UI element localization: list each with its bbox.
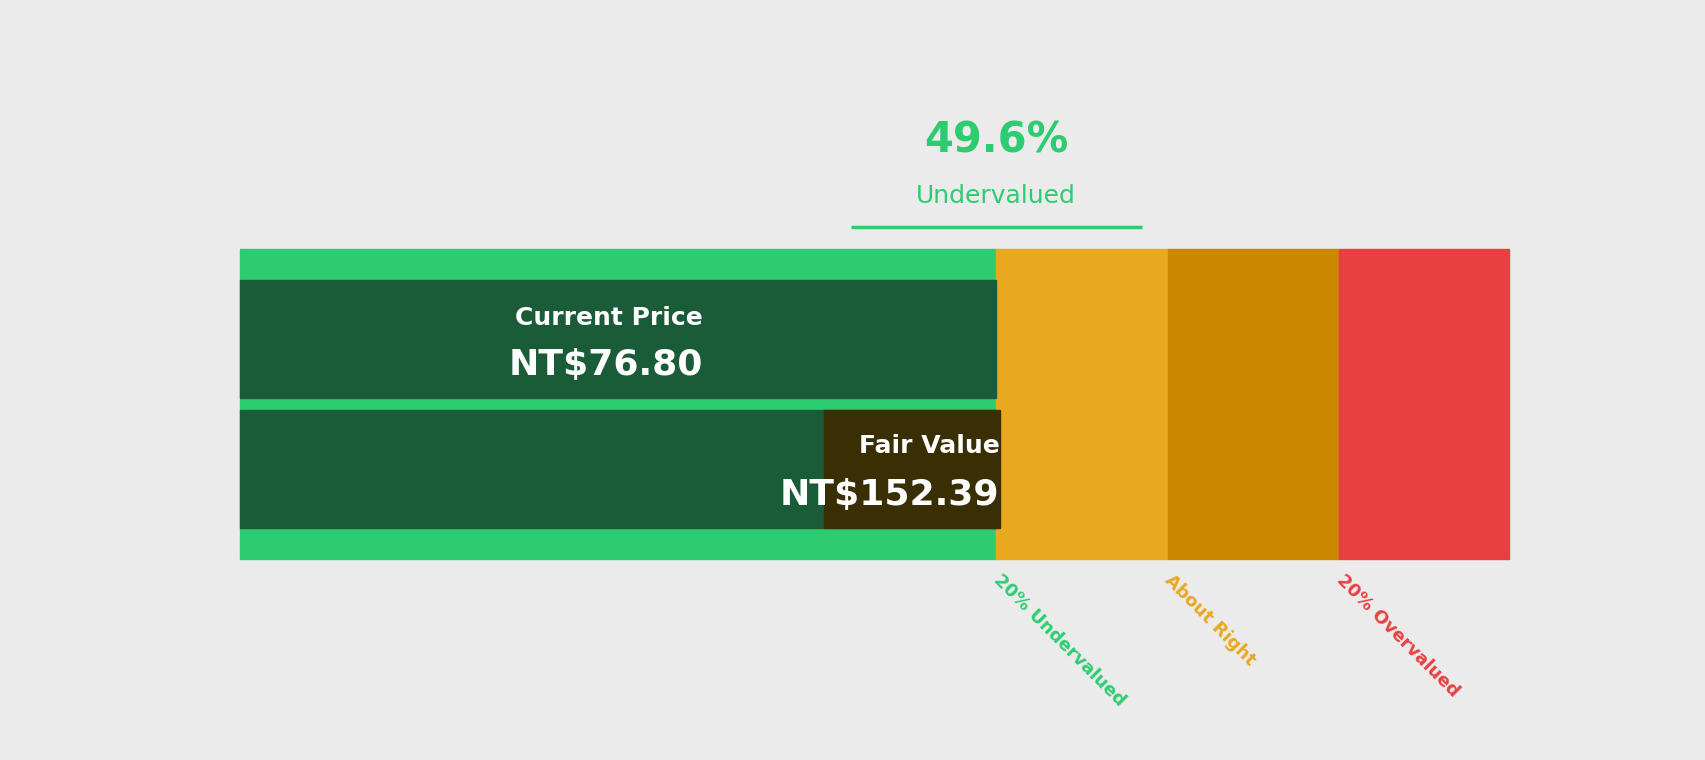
Bar	[996, 249, 1166, 559]
Text: About Right: About Right	[1161, 571, 1258, 669]
Text: NT$152.39: NT$152.39	[779, 478, 999, 512]
Bar	[824, 410, 999, 528]
Bar	[239, 280, 996, 398]
Text: Undervalued: Undervalued	[916, 184, 1076, 208]
Bar	[239, 410, 996, 528]
Text: 20% Overvalued: 20% Overvalued	[1332, 571, 1461, 701]
Text: NT$76.80: NT$76.80	[508, 348, 702, 382]
Text: 20% Undervalued: 20% Undervalued	[989, 571, 1129, 710]
Text: Current Price: Current Price	[515, 306, 702, 330]
Text: 49.6%: 49.6%	[924, 119, 1067, 161]
Bar	[239, 249, 996, 559]
Bar	[1166, 249, 1338, 559]
Text: Fair Value: Fair Value	[858, 434, 999, 458]
Bar	[1338, 249, 1507, 559]
